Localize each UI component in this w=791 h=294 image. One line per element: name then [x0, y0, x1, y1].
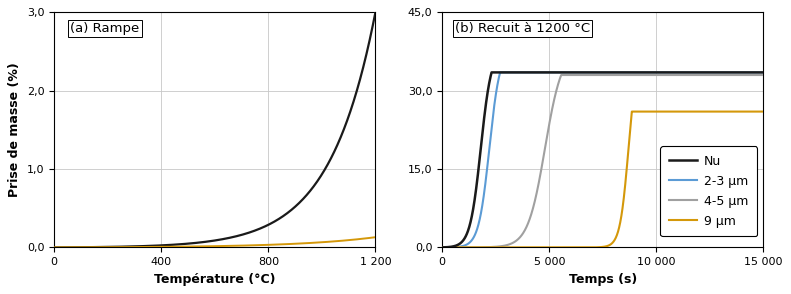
- 4-5 μm: [750, 73, 759, 77]
- 4-5 μm: [691, 73, 700, 77]
- Y-axis label: Prise de masse (%): Prise de masse (%): [9, 63, 21, 197]
- 4-5 μm: [557, 73, 566, 77]
- X-axis label: Temps (s): Temps (s): [569, 273, 637, 286]
- Legend: Nu, 2-3 μm, 4-5 μm, 9 μm: Nu, 2-3 μm, 4-5 μm, 9 μm: [660, 146, 757, 236]
- Line: 9 μm: 9 μm: [442, 112, 763, 247]
- Line: Nu: Nu: [442, 72, 763, 247]
- 9 μm: [594, 245, 604, 249]
- 4-5 μm: [749, 73, 759, 77]
- Nu: [487, 71, 497, 74]
- Nu: [437, 245, 447, 249]
- Nu: [759, 71, 768, 74]
- 4-5 μm: [594, 73, 604, 77]
- Nu: [749, 71, 759, 74]
- 2-3 μm: [495, 71, 505, 74]
- 9 μm: [749, 110, 759, 113]
- Nu: [691, 71, 700, 74]
- 2-3 μm: [594, 71, 604, 74]
- Nu: [750, 71, 759, 74]
- 9 μm: [585, 245, 595, 249]
- X-axis label: Température (°C): Température (°C): [154, 273, 275, 286]
- Text: (b) Recuit à 1200 °C: (b) Recuit à 1200 °C: [455, 22, 590, 35]
- 4-5 μm: [585, 73, 595, 77]
- 2-3 μm: [691, 71, 700, 74]
- 9 μm: [437, 245, 447, 249]
- 9 μm: [691, 110, 700, 113]
- 4-5 μm: [759, 73, 768, 77]
- Text: (a) Rampe: (a) Rampe: [70, 22, 139, 35]
- Nu: [454, 243, 464, 246]
- 2-3 μm: [585, 71, 595, 74]
- 2-3 μm: [759, 71, 768, 74]
- 2-3 μm: [749, 71, 759, 74]
- 9 μm: [759, 110, 768, 113]
- 9 μm: [750, 110, 759, 113]
- Nu: [585, 71, 595, 74]
- 2-3 μm: [750, 71, 759, 74]
- 9 μm: [627, 110, 637, 113]
- 2-3 μm: [454, 245, 464, 248]
- 9 μm: [454, 245, 464, 249]
- 4-5 μm: [437, 245, 447, 249]
- 2-3 μm: [437, 245, 447, 249]
- Line: 4-5 μm: 4-5 μm: [442, 75, 763, 247]
- Line: 2-3 μm: 2-3 μm: [442, 72, 763, 247]
- 4-5 μm: [454, 245, 464, 249]
- Nu: [594, 71, 604, 74]
